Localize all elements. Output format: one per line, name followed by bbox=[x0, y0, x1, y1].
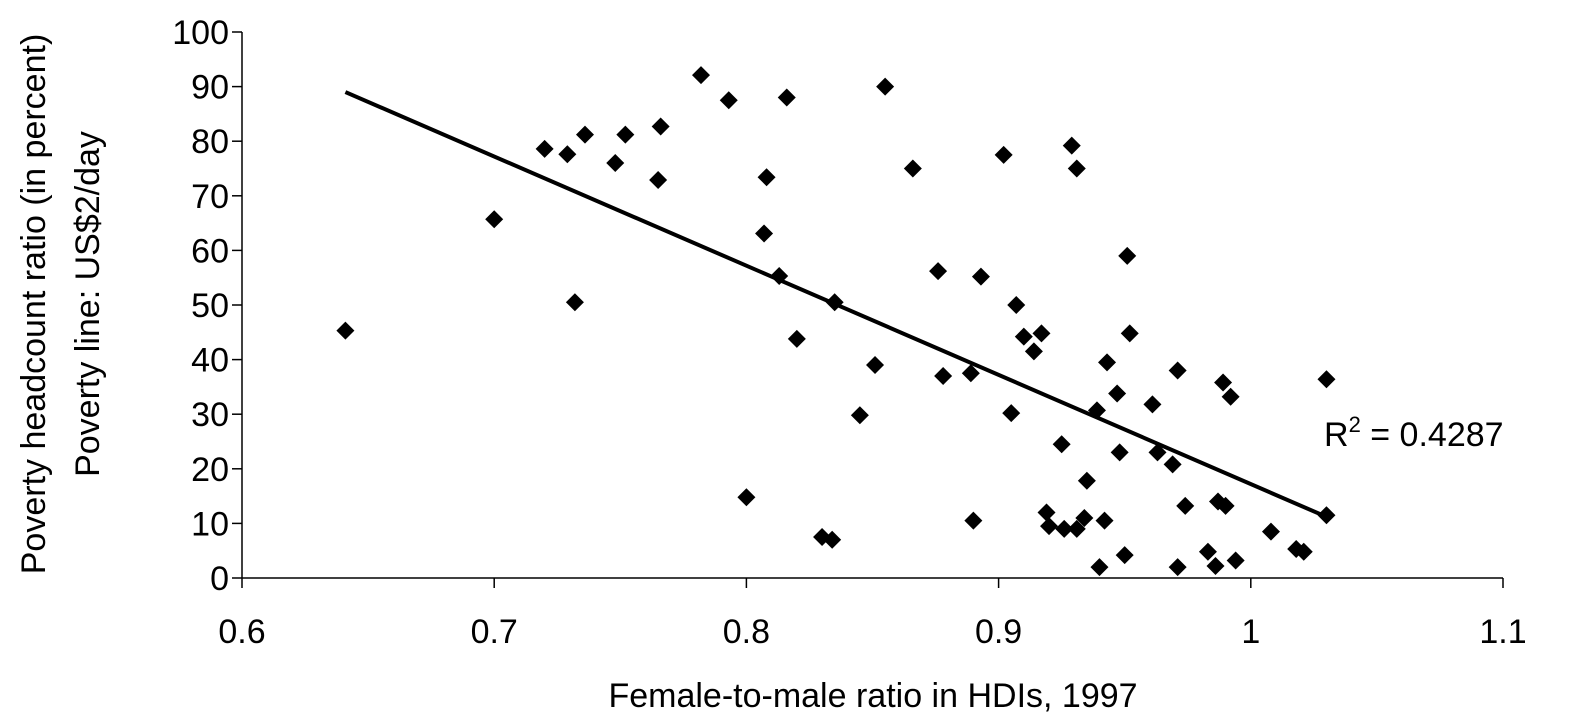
data-point bbox=[1110, 443, 1129, 462]
y-tick-label: 40 bbox=[191, 342, 229, 380]
data-point bbox=[825, 293, 844, 312]
y-tick-label: 50 bbox=[191, 287, 229, 325]
data-point bbox=[971, 267, 990, 286]
x-tick-label: 1 bbox=[1241, 613, 1260, 651]
data-point bbox=[1143, 395, 1162, 414]
data-point bbox=[1002, 404, 1021, 423]
y-tick-label: 60 bbox=[191, 232, 229, 270]
data-point bbox=[961, 364, 980, 383]
data-point bbox=[651, 117, 670, 136]
y-tick-label: 20 bbox=[191, 451, 229, 489]
x-tick-label: 0.6 bbox=[218, 613, 265, 651]
x-tick-label: 0.7 bbox=[471, 613, 518, 651]
data-point bbox=[755, 224, 774, 243]
r-squared-annotation: R2 = 0.4287 bbox=[1324, 412, 1504, 454]
y-axis-title-line-2: Poverty line: US$2/day bbox=[69, 131, 107, 477]
data-point bbox=[1115, 546, 1134, 565]
points-group bbox=[336, 66, 1336, 577]
data-point bbox=[485, 210, 504, 229]
data-point bbox=[1294, 542, 1313, 561]
x-tick-label: 1.1 bbox=[1479, 613, 1526, 651]
data-point bbox=[1024, 342, 1043, 361]
r-squared-letter: R bbox=[1324, 416, 1349, 454]
data-point bbox=[1148, 443, 1167, 462]
y-tick-label: 30 bbox=[191, 396, 229, 434]
data-point bbox=[934, 366, 953, 385]
data-point bbox=[1067, 519, 1086, 538]
y-tick-label: 100 bbox=[172, 14, 229, 52]
y-tick-label: 70 bbox=[191, 178, 229, 216]
data-point bbox=[719, 91, 738, 110]
data-point bbox=[929, 262, 948, 281]
data-point bbox=[1007, 296, 1026, 314]
data-point bbox=[1120, 324, 1139, 343]
data-point bbox=[823, 530, 842, 549]
y-axis-ticks: 0 10 20 30 40 50 60 70 80 90 100 bbox=[172, 14, 242, 598]
data-point bbox=[1198, 542, 1217, 561]
data-point bbox=[850, 406, 869, 425]
data-point bbox=[1032, 324, 1051, 343]
data-point bbox=[1090, 558, 1109, 577]
data-point bbox=[1216, 496, 1235, 515]
data-point bbox=[1037, 503, 1056, 522]
x-axis-ticks: 0.6 0.7 0.8 0.9 1 1.1 bbox=[218, 578, 1527, 651]
data-point bbox=[1014, 327, 1033, 346]
data-point bbox=[535, 139, 554, 158]
data-point bbox=[1108, 384, 1127, 403]
y-tick-label: 0 bbox=[210, 560, 229, 598]
data-point bbox=[1087, 401, 1106, 420]
data-point bbox=[565, 293, 584, 312]
data-point bbox=[1075, 508, 1094, 527]
data-point bbox=[616, 125, 635, 144]
data-point bbox=[1055, 519, 1074, 538]
data-point bbox=[1098, 353, 1117, 372]
data-point bbox=[692, 66, 711, 85]
r-squared-value: = 0.4287 bbox=[1361, 416, 1504, 454]
data-point bbox=[1176, 496, 1195, 515]
y-tick-label: 10 bbox=[191, 505, 229, 543]
x-axis-title: Female-to-male ratio in HDIs, 1997 bbox=[608, 677, 1137, 715]
y-axis-title-group: Poverty headcount ratio (in percent) Pov… bbox=[15, 34, 107, 575]
data-point bbox=[757, 168, 776, 187]
x-tick-label: 0.8 bbox=[723, 613, 770, 651]
data-point bbox=[866, 356, 885, 375]
data-point bbox=[1261, 522, 1280, 541]
data-point bbox=[1221, 387, 1240, 406]
data-point bbox=[1040, 517, 1059, 536]
data-point bbox=[1077, 471, 1096, 490]
r-squared-superscript: 2 bbox=[1349, 412, 1361, 437]
data-point bbox=[903, 159, 922, 178]
data-point bbox=[649, 170, 668, 189]
data-point bbox=[1095, 511, 1114, 530]
data-point bbox=[1163, 455, 1182, 474]
data-point bbox=[1214, 373, 1233, 392]
data-point bbox=[336, 321, 355, 340]
data-point bbox=[558, 145, 577, 164]
data-point bbox=[1052, 435, 1071, 454]
x-tick-label: 0.9 bbox=[975, 613, 1022, 651]
y-tick-label: 80 bbox=[191, 123, 229, 161]
data-point bbox=[1118, 246, 1137, 265]
data-point bbox=[1317, 370, 1336, 389]
data-point bbox=[994, 145, 1013, 164]
data-point bbox=[787, 329, 806, 348]
data-point bbox=[964, 511, 983, 530]
data-point bbox=[606, 154, 625, 173]
data-point bbox=[575, 125, 594, 144]
data-point bbox=[1067, 159, 1086, 178]
data-point bbox=[1168, 361, 1187, 380]
axes-group bbox=[241, 32, 1503, 579]
y-tick-label: 90 bbox=[191, 69, 229, 107]
data-point bbox=[876, 77, 895, 96]
data-point bbox=[770, 267, 789, 286]
data-point bbox=[1168, 558, 1187, 577]
data-point bbox=[1206, 556, 1225, 575]
data-point bbox=[1317, 506, 1336, 525]
data-point bbox=[1226, 551, 1245, 570]
data-point bbox=[1062, 136, 1081, 155]
data-point bbox=[777, 88, 796, 107]
data-point bbox=[737, 488, 756, 507]
y-axis-title-line-1: Poverty headcount ratio (in percent) bbox=[15, 34, 53, 575]
